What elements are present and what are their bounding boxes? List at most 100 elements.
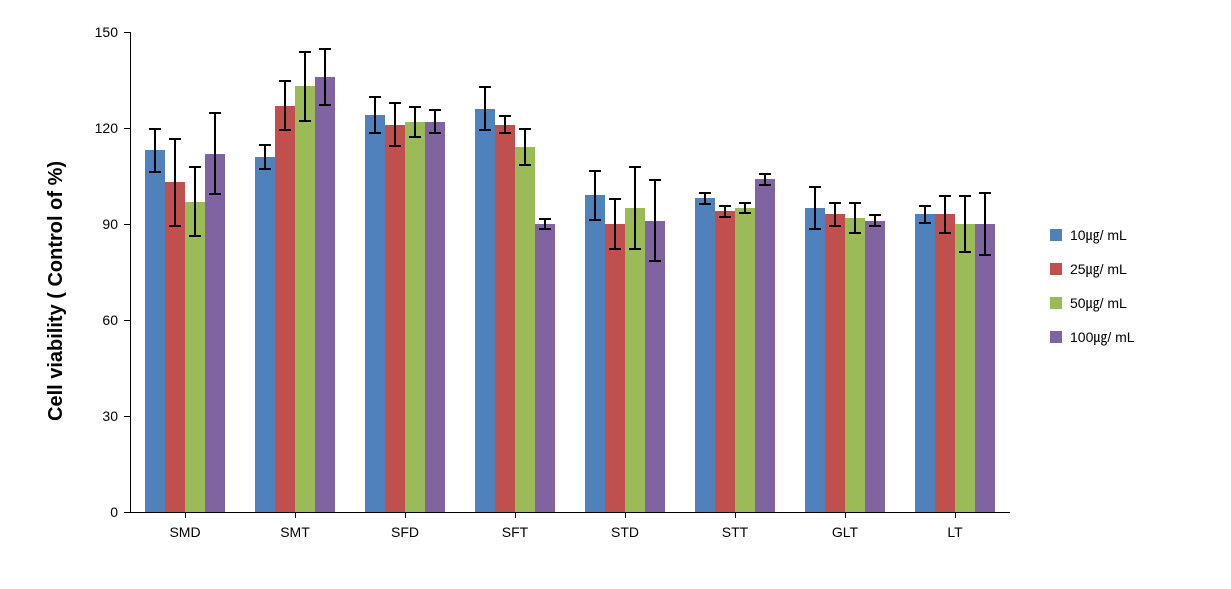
bar xyxy=(145,150,165,512)
bar xyxy=(495,125,515,512)
error-bar-cap xyxy=(609,198,621,200)
error-bar-cap xyxy=(739,202,751,204)
x-tick xyxy=(955,512,956,518)
error-bar-cap xyxy=(209,193,221,195)
error-bar-stem xyxy=(834,202,836,228)
error-bar-cap xyxy=(479,129,491,131)
error-bar-cap xyxy=(539,228,551,230)
bar xyxy=(955,224,975,512)
error-bar-cap xyxy=(919,205,931,207)
x-axis-line xyxy=(130,512,1010,513)
bar xyxy=(475,109,495,512)
bar xyxy=(405,122,425,512)
bar xyxy=(825,214,845,512)
bar xyxy=(865,221,885,512)
error-bar-cap xyxy=(849,202,861,204)
y-tick-label: 60 xyxy=(74,312,118,328)
bar xyxy=(715,211,735,512)
error-bar-cap xyxy=(739,212,751,214)
error-bar-cap xyxy=(809,228,821,230)
error-bar-cap xyxy=(719,216,731,218)
x-tick xyxy=(845,512,846,518)
y-tick-label: 150 xyxy=(74,24,118,40)
y-tick xyxy=(124,32,130,33)
error-bar-stem xyxy=(304,51,306,121)
y-tick-label: 0 xyxy=(74,504,118,520)
y-tick xyxy=(124,512,130,513)
error-bar-cap xyxy=(259,144,271,146)
error-bar-stem xyxy=(654,179,656,262)
error-bar-cap xyxy=(169,138,181,140)
bar xyxy=(365,115,385,512)
error-bar-cap xyxy=(169,225,181,227)
bar xyxy=(755,179,775,512)
error-bar-cap xyxy=(299,120,311,122)
bar xyxy=(425,122,445,512)
error-bar-stem xyxy=(414,106,416,138)
error-bar-cap xyxy=(279,80,291,82)
error-bar-cap xyxy=(189,235,201,237)
error-bar-cap xyxy=(539,218,551,220)
error-bar-cap xyxy=(389,102,401,104)
legend-swatch xyxy=(1050,263,1062,275)
bar xyxy=(255,157,275,512)
error-bar-stem xyxy=(944,195,946,233)
x-tick xyxy=(735,512,736,518)
y-axis-line xyxy=(130,32,131,512)
error-bar-cap xyxy=(479,86,491,88)
y-tick-label: 90 xyxy=(74,216,118,232)
error-bar-cap xyxy=(829,202,841,204)
x-tick-label: GLT xyxy=(815,524,875,540)
error-bar-cap xyxy=(869,225,881,227)
bar xyxy=(275,106,295,512)
error-bar-cap xyxy=(409,136,421,138)
plot-area xyxy=(130,32,1010,512)
error-bar-stem xyxy=(614,198,616,249)
error-bar-stem xyxy=(524,128,526,166)
x-tick-label: SMT xyxy=(265,524,325,540)
bar xyxy=(185,202,205,512)
x-tick xyxy=(625,512,626,518)
error-bar-cap xyxy=(319,48,331,50)
legend-item: 50㎍/ mL xyxy=(1050,293,1135,313)
legend-swatch xyxy=(1050,229,1062,241)
legend: 10㎍/ mL 25㎍/ mL 50㎍/ mL 100㎍/ mL xyxy=(1050,225,1135,361)
y-tick-label: 30 xyxy=(74,408,118,424)
error-bar-cap xyxy=(629,166,641,168)
error-bar-stem xyxy=(984,192,986,256)
x-tick xyxy=(515,512,516,518)
bar xyxy=(165,182,185,512)
y-tick xyxy=(124,416,130,417)
legend-label: 10㎍/ mL xyxy=(1070,225,1127,245)
x-tick xyxy=(295,512,296,518)
error-bar-stem xyxy=(374,96,376,134)
x-tick-label: SFD xyxy=(375,524,435,540)
error-bar-cap xyxy=(919,222,931,224)
error-bar-cap xyxy=(519,128,531,130)
error-bar-cap xyxy=(629,248,641,250)
error-bar-cap xyxy=(189,166,201,168)
bar xyxy=(645,221,665,512)
error-bar-cap xyxy=(409,106,421,108)
legend-label: 100㎍/ mL xyxy=(1070,327,1135,347)
error-bar-cap xyxy=(389,145,401,147)
error-bar-cap xyxy=(369,132,381,134)
error-bar-cap xyxy=(649,260,661,262)
error-bar-stem xyxy=(194,166,196,236)
error-bar-cap xyxy=(369,96,381,98)
legend-item: 25㎍/ mL xyxy=(1050,259,1135,279)
error-bar-cap xyxy=(499,115,511,117)
bar xyxy=(845,218,865,512)
error-bar-cap xyxy=(759,173,771,175)
x-tick xyxy=(185,512,186,518)
error-bar-stem xyxy=(434,109,436,135)
error-bar-cap xyxy=(979,254,991,256)
error-bar-cap xyxy=(279,129,291,131)
bar xyxy=(695,198,715,512)
x-tick xyxy=(405,512,406,518)
error-bar-cap xyxy=(649,179,661,181)
error-bar-stem xyxy=(154,128,156,173)
bar xyxy=(915,214,935,512)
error-bar-cap xyxy=(589,219,601,221)
error-bar-cap xyxy=(939,232,951,234)
